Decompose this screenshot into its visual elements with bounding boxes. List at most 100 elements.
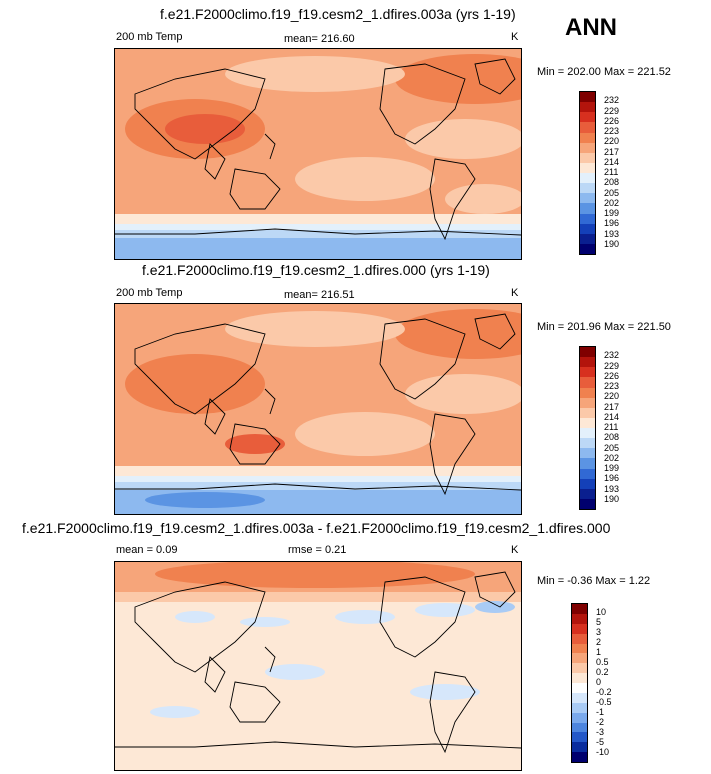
panel-3-title: f.e21.F2000climo.f19_f19.cesm2_1.dfires.…: [22, 520, 611, 536]
panel-2-coastlines: [115, 313, 521, 496]
colorbar-tick-label: 208: [604, 432, 620, 443]
colorbar-swatch: [572, 613, 587, 624]
colorbar-swatch: [572, 663, 587, 674]
colorbar-tick-label: 196: [604, 473, 620, 484]
panel-2-colorbar: [579, 346, 596, 510]
colorbar-tick-label: 223: [604, 126, 620, 136]
colorbar-swatch: [580, 132, 595, 143]
colorbar-swatch: [580, 397, 595, 408]
colorbar-tick-label: 223: [604, 381, 620, 391]
colorbar-tick-label: 217: [604, 401, 620, 412]
colorbar-tick-label: 199: [604, 463, 620, 473]
colorbar-swatch: [580, 193, 595, 204]
colorbar-tick-label: 3: [596, 627, 602, 637]
colorbar-swatch: [580, 377, 595, 388]
colorbar-tick-label: 193: [604, 483, 620, 494]
colorbar-tick-label: 220: [604, 136, 620, 147]
panel-1-colorbar: [579, 91, 596, 255]
colorbar-tick-label: 0: [596, 677, 602, 687]
colorbar-swatch: [580, 367, 595, 378]
panel-1-temperature-field: [115, 49, 521, 259]
colorbar-tick-label: 208: [604, 177, 620, 188]
colorbar-swatch: [580, 233, 595, 244]
colorbar-swatch: [580, 488, 595, 499]
panel-3-coastlines: [115, 571, 521, 754]
colorbar-tick-label: 0.5: [596, 657, 609, 667]
colorbar-swatch: [572, 722, 587, 733]
colorbar-swatch: [572, 623, 587, 634]
colorbar-swatch: [572, 604, 587, 614]
colorbar-tick-label: 2: [596, 637, 602, 647]
colorbar-tick-label: 226: [604, 370, 620, 381]
colorbar-tick-label: 0.2: [596, 667, 609, 677]
panel-1-title: f.e21.F2000climo.f19_f19.cesm2_1.dfires.…: [160, 6, 516, 22]
panel-2-map: [114, 303, 522, 515]
colorbar-swatch: [580, 468, 595, 479]
colorbar-tick-label: 193: [604, 228, 620, 239]
colorbar-tick-label: 211: [604, 422, 619, 432]
colorbar-tick-label: 190: [604, 238, 620, 249]
colorbar-swatch: [580, 417, 595, 428]
panel-3-mean: mean = 0.09: [116, 544, 178, 556]
colorbar-tick-label: 229: [604, 105, 620, 116]
panel-3-map: [114, 561, 522, 771]
colorbar-tick-label: 10: [596, 607, 607, 617]
panel-2-title: f.e21.F2000climo.f19_f19.cesm2_1.dfires.…: [142, 262, 490, 278]
colorbar-swatch: [580, 387, 595, 398]
colorbar-swatch: [580, 183, 595, 194]
colorbar-swatch: [572, 692, 587, 703]
colorbar-tick-label: 1: [596, 647, 602, 657]
colorbar-tick-label: 232: [604, 350, 620, 361]
colorbar-tick-label: -1: [596, 707, 605, 717]
colorbar-tick-label: 202: [604, 197, 620, 208]
colorbar-tick-label: 229: [604, 360, 620, 371]
colorbar-swatch: [572, 752, 587, 762]
colorbar-tick-label: 196: [604, 218, 620, 229]
colorbar-tick-label: 211: [604, 167, 619, 177]
colorbar-swatch: [572, 633, 587, 644]
panel-1-minmax: Min = 202.00 Max = 221.52: [537, 66, 671, 78]
colorbar-swatch: [572, 643, 587, 654]
colorbar-tick-label: 202: [604, 452, 620, 463]
colorbar-tick-label: -10: [596, 747, 610, 757]
colorbar-swatch: [580, 438, 595, 449]
colorbar-tick-label: -3: [596, 727, 605, 737]
panel-2-unit: K: [511, 287, 519, 299]
colorbar-swatch: [580, 478, 595, 489]
panel-3-colorbar: [571, 603, 588, 763]
panel-1-colorbar-cells: [580, 92, 595, 254]
colorbar-swatch: [580, 458, 595, 469]
panel-2-mean: mean= 216.51: [284, 289, 355, 301]
colorbar-swatch: [580, 92, 595, 103]
panel-2-variable-label: 200 mb Temp: [116, 287, 183, 299]
colorbar-tick-label: 190: [604, 493, 620, 504]
colorbar-swatch: [580, 173, 595, 184]
panel-2-minmax: Min = 201.96 Max = 221.50: [537, 321, 671, 333]
colorbar-tick-label: 214: [604, 156, 620, 167]
colorbar-swatch: [572, 683, 587, 693]
colorbar-tick-label: -0.2: [596, 687, 612, 697]
colorbar-swatch: [580, 142, 595, 153]
colorbar-swatch: [580, 102, 595, 113]
colorbar-swatch: [580, 112, 595, 123]
colorbar-tick-label: 220: [604, 391, 620, 402]
panel-1-unit: K: [511, 31, 519, 43]
colorbar-swatch: [572, 702, 587, 713]
colorbar-swatch: [580, 213, 595, 224]
colorbar-swatch: [580, 407, 595, 418]
colorbar-swatch: [580, 203, 595, 214]
colorbar-tick-label: 5: [596, 617, 602, 627]
colorbar-tick-label: 226: [604, 115, 620, 126]
panel-2-colorbar-cells: [580, 347, 595, 509]
colorbar-tick-label: 205: [604, 187, 620, 198]
colorbar-swatch: [572, 732, 587, 743]
panel-3-rmse: rmse = 0.21: [288, 544, 347, 556]
panel-2-temperature-field: [115, 304, 521, 514]
colorbar-tick-label: -2: [596, 717, 605, 727]
colorbar-tick-label: 205: [604, 442, 620, 453]
panel-3-colorbar-cells: [572, 604, 587, 762]
panel-1-map: [114, 48, 522, 260]
panel-1-mean: mean= 216.60: [284, 33, 355, 45]
colorbar-swatch: [580, 448, 595, 459]
colorbar-tick-label: -5: [596, 737, 605, 747]
